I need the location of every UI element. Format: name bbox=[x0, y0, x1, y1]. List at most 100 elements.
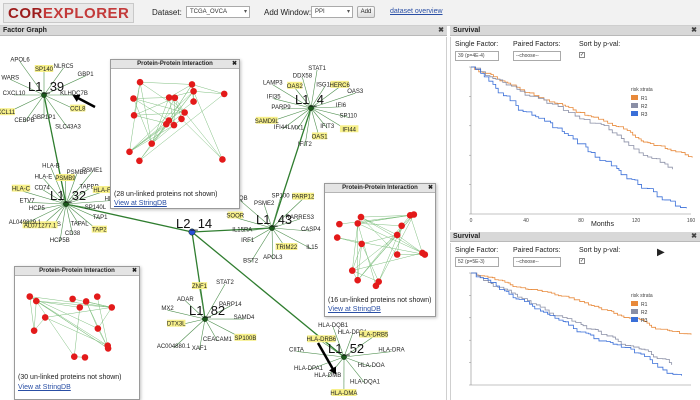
hub-node[interactable] bbox=[188, 228, 196, 236]
gene-label[interactable]: LAMP3 bbox=[263, 81, 283, 87]
ppi-node[interactable] bbox=[41, 314, 49, 321]
gene-label[interactable]: NLRC5 bbox=[54, 64, 74, 70]
gene-label[interactable]: HLA-C bbox=[12, 187, 31, 193]
gene-label[interactable]: PSME2 bbox=[254, 201, 275, 207]
gene-label[interactable]: DDX58 bbox=[293, 74, 313, 80]
ppi-node[interactable] bbox=[178, 115, 185, 123]
hub-node-label[interactable]: L1_32 bbox=[50, 188, 86, 203]
gene-label[interactable]: PSME1 bbox=[82, 168, 103, 174]
gene-label[interactable]: SP140L bbox=[85, 205, 107, 211]
gene-label[interactable]: TAPAL bbox=[70, 221, 89, 227]
ppi-node[interactable] bbox=[136, 78, 144, 86]
ppi-window-3-stringdb-link[interactable]: View at StringDB bbox=[18, 384, 71, 391]
ppi-node[interactable] bbox=[354, 220, 362, 227]
dataset-overview-link[interactable]: dataset overview bbox=[390, 8, 443, 15]
gene-label[interactable]: SAMD4 bbox=[234, 315, 255, 321]
gene-label[interactable]: ISG15 bbox=[316, 83, 334, 89]
gene-label[interactable]: ADAR bbox=[177, 297, 194, 303]
gene-label[interactable]: SAMD9L bbox=[255, 119, 280, 125]
ppi-node[interactable] bbox=[93, 293, 101, 300]
ppi-window-3[interactable]: Protein-Protein Interaction ✖ (30 un-link… bbox=[14, 266, 140, 400]
gene-label[interactable]: IFIT2 bbox=[298, 142, 313, 148]
ppi-window-3-header[interactable]: Protein-Protein Interaction ✖ bbox=[15, 267, 139, 276]
gene-label[interactable]: PARP9 bbox=[271, 105, 291, 111]
ppi-node[interactable] bbox=[171, 94, 179, 102]
ppi-node[interactable] bbox=[393, 251, 401, 258]
gene-label[interactable]: CEACAM1 bbox=[203, 337, 233, 343]
gene-label[interactable]: OAS1 bbox=[312, 134, 329, 140]
gene-label[interactable]: WARS bbox=[1, 75, 19, 81]
gene-label[interactable]: PSMB9 bbox=[55, 176, 76, 182]
ppi-node[interactable] bbox=[108, 304, 116, 311]
gene-label[interactable]: IFIT3 bbox=[320, 124, 335, 130]
paired-factors-select[interactable]: --choose-- bbox=[513, 51, 561, 61]
ppi-node[interactable] bbox=[336, 220, 343, 228]
single-factor-select[interactable]: 39 (p=4E-4) bbox=[455, 51, 499, 61]
ppi-node[interactable] bbox=[82, 298, 90, 305]
ppi-node[interactable] bbox=[410, 211, 418, 218]
single-factor-select[interactable]: 52 (p=5E-3) bbox=[455, 257, 499, 267]
gene-label[interactable]: BST2 bbox=[243, 258, 259, 264]
hub-node[interactable] bbox=[41, 92, 47, 98]
hub-node[interactable] bbox=[63, 201, 69, 207]
ppi-node[interactable] bbox=[357, 213, 365, 221]
ppi-node[interactable] bbox=[170, 121, 178, 129]
gene-label[interactable]: IFI35 bbox=[267, 95, 281, 101]
hub-node[interactable] bbox=[202, 316, 208, 322]
hub-node[interactable] bbox=[308, 105, 314, 111]
ppi-node[interactable] bbox=[162, 120, 170, 128]
ppi-node[interactable] bbox=[81, 354, 89, 361]
ppi-node[interactable] bbox=[419, 249, 426, 257]
ppi-node[interactable] bbox=[76, 304, 84, 311]
sort-by-pval-checkbox[interactable]: ✓ bbox=[579, 258, 585, 264]
gene-label[interactable]: HERC6 bbox=[329, 83, 350, 89]
gene-label[interactable]: IFI44 bbox=[342, 127, 356, 133]
ppi-node[interactable] bbox=[26, 293, 34, 300]
gene-label[interactable]: SP100 bbox=[272, 194, 291, 200]
close-icon[interactable]: ✖ bbox=[691, 27, 697, 34]
gene-label[interactable]: HCP5B bbox=[50, 238, 70, 244]
gene-label[interactable]: STAT2 bbox=[216, 280, 234, 286]
gene-label[interactable]: MX1 bbox=[291, 125, 304, 131]
ppi-window-1-header[interactable]: Protein-Protein Interaction ✖ bbox=[111, 60, 239, 69]
ppi-node[interactable] bbox=[219, 156, 226, 163]
ppi-node[interactable] bbox=[130, 112, 138, 119]
gene-label[interactable]: HLA-DMA bbox=[330, 391, 357, 397]
add-window-button[interactable]: Add bbox=[357, 6, 375, 18]
gene-label[interactable]: HLA-B bbox=[42, 164, 60, 170]
ppi-node[interactable] bbox=[398, 222, 405, 230]
ppi-node[interactable] bbox=[393, 231, 401, 239]
ppi-node[interactable] bbox=[104, 342, 111, 349]
hub-node[interactable] bbox=[269, 225, 275, 231]
gene-label[interactable]: RARRES3 bbox=[286, 215, 315, 221]
ppi-node[interactable] bbox=[126, 148, 133, 156]
gene-label[interactable]: XAF1 bbox=[192, 346, 208, 352]
gene-label[interactable]: HLA-DRB6 bbox=[307, 337, 337, 343]
ppi-node[interactable] bbox=[165, 94, 173, 101]
ppi-node[interactable] bbox=[32, 297, 40, 305]
gene-label[interactable]: GBP1P1 bbox=[32, 115, 56, 121]
gene-label[interactable]: IL15 bbox=[306, 245, 318, 251]
ppi-node[interactable] bbox=[333, 234, 341, 241]
paired-factors-select[interactable]: --choose-- bbox=[513, 257, 561, 267]
ppi-node[interactable] bbox=[70, 353, 78, 360]
gene-label[interactable]: HCP5 bbox=[29, 206, 46, 212]
ppi-node[interactable] bbox=[69, 295, 76, 303]
hub-node-label[interactable]: L1_43 bbox=[256, 212, 292, 227]
gene-label[interactable]: HLA-DQA1 bbox=[350, 379, 381, 385]
gene-label[interactable]: IFI44L bbox=[274, 125, 292, 131]
gene-label[interactable]: OAS3 bbox=[347, 89, 364, 95]
gene-label[interactable]: TAPBP bbox=[79, 185, 98, 191]
gene-label[interactable]: HLA-DPB1 bbox=[338, 330, 368, 336]
ppi-node[interactable] bbox=[30, 327, 38, 334]
sort-by-pval-checkbox[interactable]: ✓ bbox=[579, 52, 585, 58]
ppi-node[interactable] bbox=[372, 282, 380, 290]
ppi-window-1-stringdb-link[interactable]: View at StringDB bbox=[114, 200, 167, 207]
gene-label[interactable]: HLA-F bbox=[93, 188, 111, 194]
ppi-node[interactable] bbox=[188, 81, 196, 88]
gene-label[interactable]: TAP2 bbox=[92, 228, 107, 234]
gene-label[interactable]: CXCL11 bbox=[0, 110, 16, 116]
gene-label[interactable]: IL15RA bbox=[232, 227, 252, 233]
gene-label[interactable]: AL071277.1 bbox=[24, 223, 57, 229]
gene-label[interactable]: HLA-DRA bbox=[378, 348, 404, 354]
